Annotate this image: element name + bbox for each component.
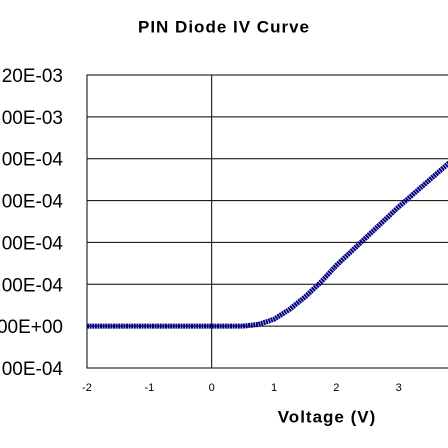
x-tick-label: 3 xyxy=(396,382,402,394)
y-tick-label: -2.00E-04 xyxy=(0,359,63,380)
y-tick-label: 8.00E-04 xyxy=(0,150,63,171)
data-line xyxy=(87,160,448,329)
y-tick-label: 6.00E-04 xyxy=(0,192,63,213)
x-tick-label: -1 xyxy=(144,382,154,394)
x-tick-label: -2 xyxy=(82,382,92,394)
x-tick-label: 0 xyxy=(209,382,215,394)
y-tick-label: 0.00E+00 xyxy=(0,317,63,338)
y-tick-label: 1.20E-03 xyxy=(0,66,63,87)
chart-title: PIN Diode IV Curve xyxy=(138,17,310,36)
y-tick-label: 4.00E-04 xyxy=(0,233,63,254)
x-tick-label: 2 xyxy=(333,382,339,394)
x-tick-label: 1 xyxy=(271,382,277,394)
y-tick-label: 1.00E-03 xyxy=(0,108,63,129)
x-axis-label: Voltage (V) xyxy=(278,407,377,426)
y-tick-label: 2.00E-04 xyxy=(0,275,63,296)
